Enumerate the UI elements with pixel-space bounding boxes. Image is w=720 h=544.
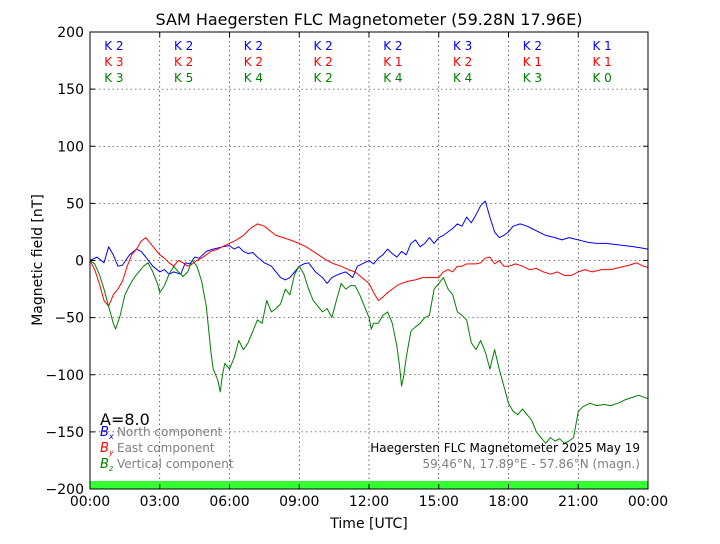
k-index-label: K 2 — [313, 55, 332, 69]
legend-subscript: y — [108, 448, 114, 457]
k-index-label: K 2 — [244, 55, 263, 69]
k-index-label: K 4 — [453, 71, 472, 85]
k-index-label: K 2 — [383, 39, 402, 53]
series-layer — [89, 200, 649, 444]
legend-entry: North component — [117, 425, 223, 439]
y-tick-label: −50 — [54, 311, 84, 327]
k-index-label: K 1 — [383, 55, 402, 69]
x-axis-label: Time [UTC] — [329, 516, 407, 532]
k-index-label: K 2 — [174, 55, 193, 69]
x-tick-label: 00:00 — [70, 494, 110, 510]
k-index-label: K 4 — [244, 71, 263, 85]
k-index-label: K 2 — [244, 39, 263, 53]
k-index-label: K 2 — [104, 39, 123, 53]
k-index-label: K 1 — [523, 55, 542, 69]
x-tick-label: 06:00 — [209, 494, 249, 510]
y-tick-label: 150 — [57, 82, 84, 98]
x-tick-label: 21:00 — [558, 494, 598, 510]
k-index-label: K 4 — [383, 71, 402, 85]
x-tick-label: 00:00 — [628, 494, 668, 510]
x-tick-label: 12:00 — [349, 494, 389, 510]
k-index-label: K 2 — [313, 71, 332, 85]
k-index-label: K 3 — [523, 71, 542, 85]
k-index-label: K 3 — [104, 71, 123, 85]
k-index-label: K 3 — [453, 39, 472, 53]
x-tick-label: 09:00 — [279, 494, 319, 510]
y-tick-label: 100 — [57, 139, 84, 155]
info-line-1: Haegersten FLC Magnetometer 2025 May 19 — [370, 441, 640, 455]
x-tick-label: 18:00 — [488, 494, 528, 510]
k-index-label: K 5 — [174, 71, 193, 85]
x-tick-label: 03:00 — [140, 494, 180, 510]
info-line-2: 59.46°N, 17.89°E - 57.86°N (magn.) — [423, 457, 640, 471]
k-index-label: K 3 — [104, 55, 123, 69]
y-axis-label: Magnetic field [nT] — [30, 194, 46, 326]
legend-entry: Vertical component — [117, 457, 234, 471]
a-index-label: A=8.0 — [100, 410, 150, 429]
y-tick-label: 50 — [66, 196, 84, 212]
x-tick-label: 15:00 — [419, 494, 459, 510]
k-index-label: K 2 — [453, 55, 472, 69]
series-line-y — [89, 223, 649, 307]
series-line-x — [89, 200, 649, 284]
y-tick-label: 0 — [75, 254, 84, 270]
k-index-label: K 2 — [523, 39, 542, 53]
series-line-z — [89, 260, 649, 444]
ticks: 00:00 03:00 06:00 09:00 12:00 15:00 18:00 21:00… — [46, 25, 669, 510]
legend-entry: East component — [117, 441, 215, 455]
legend-subscript: z — [108, 464, 114, 473]
legend-symbol: B — [100, 457, 109, 472]
y-tick-label: −150 — [46, 425, 84, 441]
k-index-label: K 1 — [592, 39, 611, 53]
y-tick-label: −100 — [46, 368, 84, 384]
k-index-label: K 1 — [592, 55, 611, 69]
chart-title: SAM Haegersten FLC Magnetometer (59.28N … — [156, 10, 583, 29]
y-tick-label: 200 — [57, 25, 84, 41]
legend-symbol: B — [100, 441, 109, 456]
k-index-label: K 0 — [592, 71, 611, 85]
y-tick-label: −200 — [46, 482, 84, 498]
legend-subscript: x — [108, 432, 114, 441]
k-index-table: K 2 K 2 K 2 K 2 K 2 K 3 K 2 K 1 K 3 K 2 K 2 K 2 K 1 K… — [104, 39, 612, 85]
legend-symbol: B — [100, 425, 109, 440]
k-index-label: K 2 — [313, 39, 332, 53]
k-index-label: K 2 — [174, 39, 193, 53]
